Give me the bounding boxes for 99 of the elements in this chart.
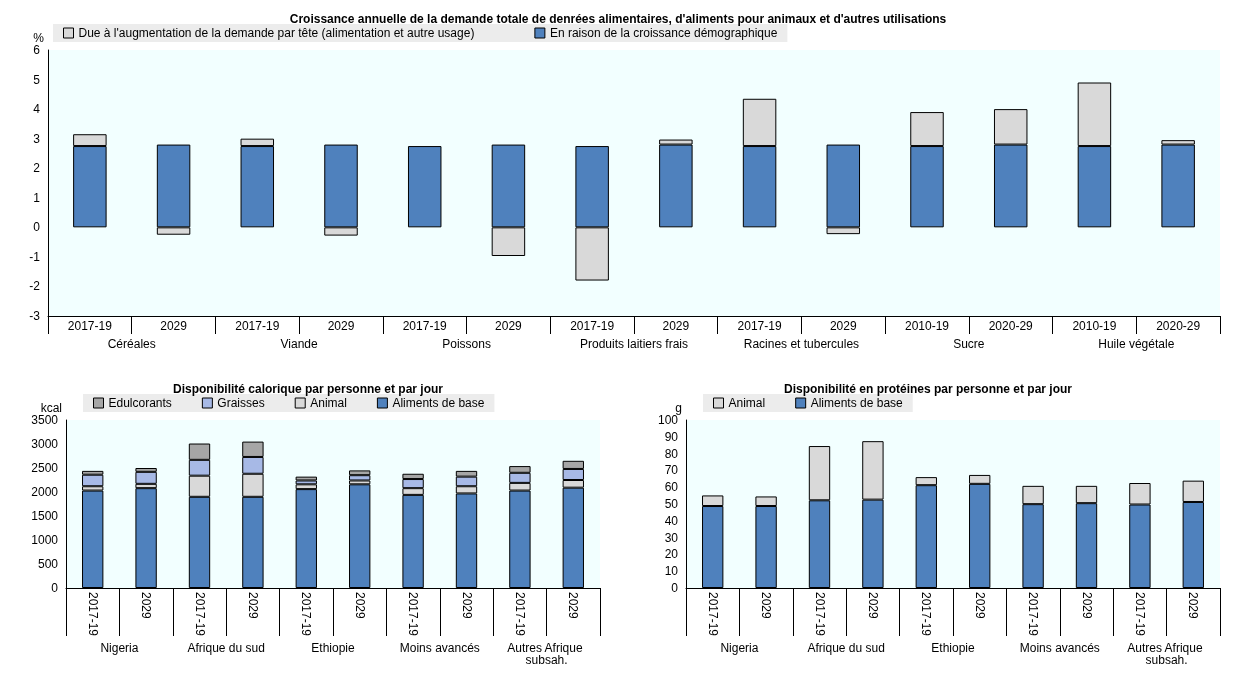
x-tick-label: 2029 xyxy=(759,592,774,620)
bar xyxy=(295,476,317,481)
y-tick-label: 70 xyxy=(664,463,679,478)
x-tick-label: 2029 xyxy=(972,592,987,620)
x-tick-label: 2029 xyxy=(352,592,367,620)
text: Moins avancés xyxy=(399,641,480,655)
legend-label: Graisses xyxy=(217,396,265,410)
x-tick-label: 2029 xyxy=(662,319,690,333)
legend-label: Edulcorants xyxy=(108,396,172,410)
legend-label: Due à l'augmentation de la demande par tête (alimentation et autre usage) xyxy=(78,26,475,40)
text: Produits laitiers frais xyxy=(579,337,689,351)
bar xyxy=(407,146,442,228)
y-tick-label: 100 xyxy=(657,413,679,427)
y-tick-label: 3500 xyxy=(31,413,59,427)
text: Sucre xyxy=(953,337,985,351)
text: Ethiopie xyxy=(931,641,975,655)
x-tick-label: 2010-19 xyxy=(904,319,950,333)
x-tick-label: 2029 xyxy=(160,319,188,333)
y-tick-label: 0 xyxy=(51,581,59,595)
x-tick-label: 2017-19 xyxy=(235,319,280,333)
text: Viande xyxy=(280,337,319,351)
y-tick-label: 80 xyxy=(664,446,679,461)
x-tick-label: 2029 xyxy=(459,592,474,620)
y-tick-label: -2 xyxy=(29,279,41,294)
chart-title: Croissance annuelle de la demande totale de denrées alimentaires, d'aliments pour animaux et d'autres utilisations xyxy=(289,12,947,26)
x-tick-label: 2020-29 xyxy=(1156,319,1201,333)
chart-title: Disponibilité calorique par personne et par jour xyxy=(172,382,444,396)
x-tick-label: 2017-19 xyxy=(406,592,421,637)
y-tick-label: 20 xyxy=(664,547,679,562)
y-tick-label: 4 xyxy=(33,102,41,117)
legend-label: Aliments de base xyxy=(810,396,904,410)
text: Autres Afrique subsah. xyxy=(1127,641,1206,667)
y-axis-title: kcal xyxy=(40,401,62,415)
x-tick-label: 2029 xyxy=(1079,592,1094,620)
legend-label: Animal xyxy=(728,396,766,410)
y-tick-label: 2000 xyxy=(31,485,59,499)
x-tick-label: 2017-19 xyxy=(737,319,782,333)
bar xyxy=(82,474,104,487)
x-tick-label: 2029 xyxy=(495,319,523,333)
bar xyxy=(1161,144,1195,228)
text: Ethiopie xyxy=(311,641,355,655)
y-tick-label: 2500 xyxy=(31,461,59,475)
y-tick-label: 2 xyxy=(33,161,41,176)
text: Nigeria xyxy=(100,641,139,655)
bar xyxy=(135,471,157,484)
x-tick-label: 2029 xyxy=(829,319,857,333)
x-tick-label: 2017-19 xyxy=(85,592,100,637)
x-tick-label: 2029 xyxy=(1186,592,1201,620)
x-tick-label: 2010-19 xyxy=(1072,319,1117,333)
x-tick-label: 2017-19 xyxy=(570,319,615,333)
x-tick-label: 2017-19 xyxy=(67,319,113,333)
y-tick-label: 5 xyxy=(33,72,41,87)
y-tick-label: 40 xyxy=(664,513,679,528)
text: Céréales xyxy=(107,337,156,351)
text: Afrique du sud xyxy=(807,641,885,655)
x-tick-label: 2017-19 xyxy=(705,592,720,637)
y-tick-label: -3 xyxy=(29,309,41,323)
x-tick-label: 2020-29 xyxy=(988,319,1034,333)
x-tick-label: 2029 xyxy=(139,592,154,620)
x-tick-label: 2017-19 xyxy=(1132,592,1147,637)
x-tick-label: 2029 xyxy=(566,592,581,620)
y-tick-label: 60 xyxy=(664,480,679,495)
x-tick-label: 2017-19 xyxy=(299,592,314,637)
text: Autres Afrique subsah. xyxy=(507,641,586,667)
y-tick-label: 10 xyxy=(664,564,679,579)
text: Poissons xyxy=(442,337,491,351)
x-tick-label: 2017-19 xyxy=(402,319,448,333)
y-tick-label: 1500 xyxy=(31,509,59,523)
y-axis-title: % xyxy=(33,31,45,45)
text: Afrique du sud xyxy=(187,641,265,655)
y-tick-label: 50 xyxy=(664,497,679,511)
y-tick-label: 6 xyxy=(33,43,41,57)
text: Moins avancés xyxy=(1019,641,1100,655)
x-tick-label: 2029 xyxy=(245,592,260,620)
x-tick-label: 2017-19 xyxy=(512,592,527,637)
x-tick-label: 2017-19 xyxy=(1026,592,1041,637)
y-tick-label: 1000 xyxy=(31,533,59,547)
y-tick-label: 3000 xyxy=(31,437,59,451)
x-tick-label: 2017-19 xyxy=(919,592,934,637)
text: Huile végétale xyxy=(1098,337,1175,351)
legend-label: En raison de la croissance démographique xyxy=(549,26,778,40)
x-tick-label: 2017-19 xyxy=(192,592,207,637)
y-tick-label: 0 xyxy=(33,220,41,235)
text: Racines et tubercules xyxy=(743,337,860,351)
x-tick-label: 2029 xyxy=(865,592,880,620)
y-tick-label: -1 xyxy=(29,249,41,264)
text: Nigeria xyxy=(720,641,759,655)
y-tick-label: 90 xyxy=(664,429,679,444)
y-tick-label: 500 xyxy=(37,557,59,571)
x-tick-label: 2029 xyxy=(327,319,355,333)
chart-title: Disponibilité en protéines par personne et par jour xyxy=(783,382,1073,396)
legend-label: Animal xyxy=(310,396,347,410)
x-tick-label: 2017-19 xyxy=(812,592,827,637)
y-tick-label: 30 xyxy=(664,530,679,545)
y-axis-title: g xyxy=(675,401,682,415)
y-tick-label: 1 xyxy=(33,190,41,205)
legend-label: Aliments de base xyxy=(392,396,485,410)
y-tick-label: 0 xyxy=(671,581,679,595)
y-tick-label: 3 xyxy=(33,131,41,146)
